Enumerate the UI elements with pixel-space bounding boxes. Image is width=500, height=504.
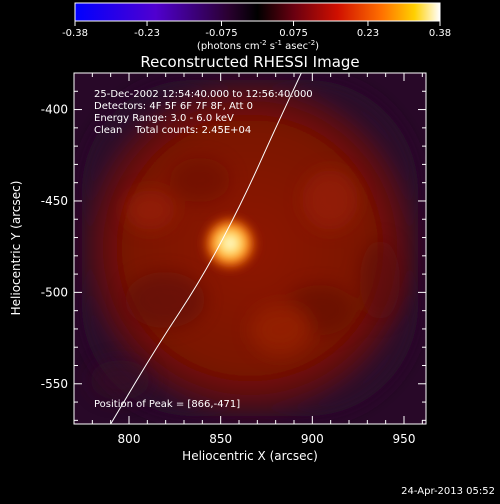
annotation-clean: Clean Total counts: 2.45E+04: [94, 125, 251, 136]
annotation-peak-position: Position of Peak = [866,-471]: [94, 399, 240, 410]
y-tick-label: -400: [41, 103, 68, 117]
plot-frame: [73, 72, 427, 425]
annotation-energy: Energy Range: 3.0 - 6.0 keV: [94, 113, 234, 124]
colorbar-gradient: [74, 2, 441, 22]
x-tick-label: 800: [118, 432, 141, 446]
peak-source: [200, 213, 260, 274]
annotation-time-range: 25-Dec-2002 12:54:40.000 to 12:56:40.000: [94, 89, 313, 100]
colorbar-tick-label: -0.38: [62, 28, 88, 39]
colorbar-ticks: -0.38 -0.23 -0.075 0.075 0.23 0.38: [62, 21, 451, 39]
colorbar-tick-label: -0.23: [134, 28, 160, 39]
x-tick-label: 950: [393, 432, 416, 446]
colorbar-tick-label: 0.075: [279, 28, 308, 39]
colorbar: -0.38 -0.23 -0.075 0.075 0.23 0.38 (photons c…: [62, 2, 451, 52]
y-tick-label: -550: [41, 377, 68, 391]
colorbar-tick-label: -0.075: [205, 28, 237, 39]
annotation-detectors: Detectors: 4F 5F 6F 7F 8F, Att 0: [94, 101, 253, 112]
y-tick-label: -450: [41, 194, 68, 208]
solar-limb-line: [110, 73, 302, 424]
colorbar-tick-label: 0.23: [357, 28, 379, 39]
colorbar-label: (photons cm-2 s-1 asec-2): [197, 39, 319, 52]
y-tick-label: -500: [41, 285, 68, 299]
annotations: 25-Dec-2002 12:54:40.000 to 12:56:40.000…: [94, 89, 313, 410]
emission-mottling: [90, 158, 400, 400]
x-tick-label: 900: [301, 432, 324, 446]
chart-title: Reconstructed RHESSI Image: [140, 53, 359, 71]
x-axis-ticks: 800 850 900 950: [91, 73, 423, 446]
x-axis-label: Heliocentric X (arcsec): [182, 449, 318, 463]
y-axis-ticks: -400 -450 -500 -550: [41, 72, 426, 421]
y-axis-label: Heliocentric Y (arcsec): [9, 181, 23, 316]
footer-timestamp: 24-Apr-2013 05:52: [401, 486, 495, 497]
heatmap-image: [74, 73, 426, 424]
x-tick-label: 850: [209, 432, 232, 446]
colorbar-tick-label: 0.38: [429, 28, 451, 39]
